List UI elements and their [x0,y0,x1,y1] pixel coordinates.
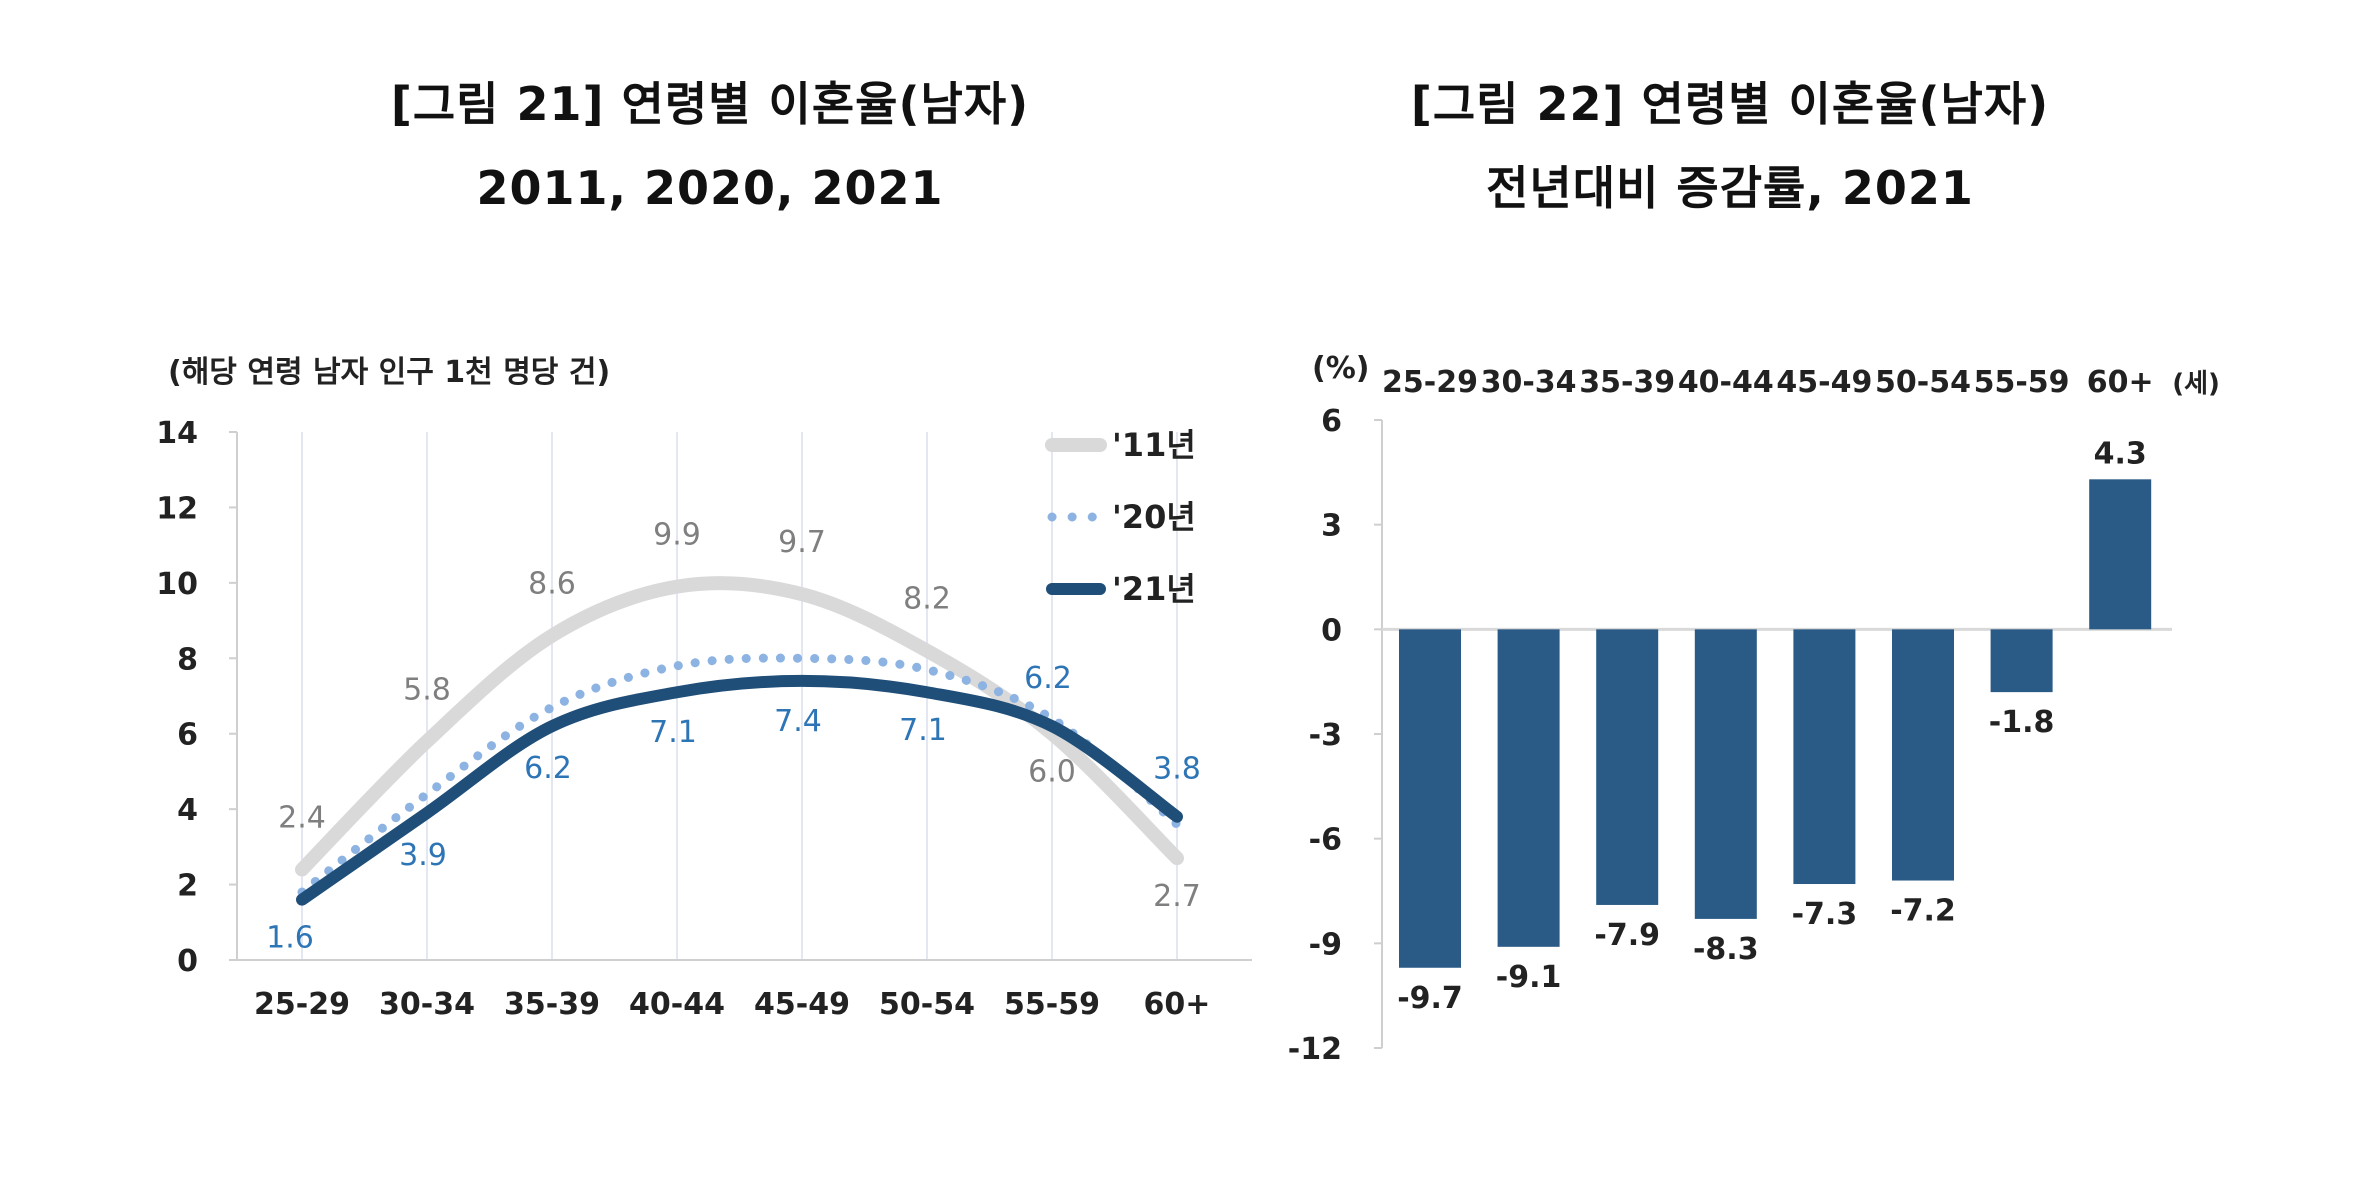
data-label-2021: 7.1 [899,713,947,748]
bar-value-label: -7.2 [1890,894,1956,929]
data-label-2011: 2.7 [1153,879,1201,914]
right-figure-title-line1: [그림 22] 연령별 이혼율(남자) [1410,77,2050,131]
bar-value-label: -9.1 [1496,960,1562,995]
legend-label-2020: '20년 [1112,498,1196,536]
bar [1793,629,1856,885]
right-figure-title-line2: 전년대비 증감률, 2021 [1486,161,1974,215]
data-label-2021: 3.8 [1153,752,1201,787]
bar-chart-y-tick-label: 0 [1321,613,1342,648]
bar-chart-category-unit: (세) [2172,369,2220,399]
data-label-2011: 9.9 [653,518,701,553]
bar-chart-category-label: 35-39 [1579,365,1675,400]
line-chart-x-tick-label: 30-34 [379,987,475,1022]
bar [1892,629,1954,881]
bar-chart-category-label: 55-59 [1974,365,2070,400]
line-chart-y-tick-label: 2 [177,869,198,904]
bar-chart-y-tick-label: -12 [1288,1032,1342,1067]
legend-label-2011: '11년 [1112,426,1196,464]
bar-chart: (%) 6 3 0 -3 -6 -9 -12 25-29 30-34 35-39 40-44 45-49… [1288,351,2220,1067]
bar-value-label: -7.9 [1594,918,1660,953]
line-chart-y-tick-label: 12 [156,491,198,526]
data-label-2021: 1.6 [266,921,314,956]
bar-chart-unit-label: (%) [1312,351,1369,386]
data-label-2011: 8.2 [903,582,951,617]
line-chart-x-tick-label: 25-29 [254,987,350,1022]
bar-chart-category-label: 50-54 [1875,365,1971,400]
bar-chart-category-label: 30-34 [1481,365,1577,400]
left-figure-title: [그림 21] 연령별 이혼율(남자) 2011, 2020, 2021 [200,62,1220,230]
bar [1596,629,1659,905]
bar-chart-category-label: 40-44 [1678,365,1774,400]
bar [2089,479,2152,630]
line-chart-legend: '11년 '20년 '21년 [1045,426,1196,608]
bar-value-label: -7.3 [1792,897,1858,932]
bar-value-label: 4.3 [2094,436,2147,471]
data-label-2021: 6.2 [524,751,572,786]
bar-chart-y-tick-label: -3 [1309,718,1342,753]
bar-chart-category-label: 60+ [2087,365,2154,400]
line-chart-x-tick-label: 40-44 [629,987,725,1022]
line-chart-y-tick-label: 8 [177,642,198,677]
bar-value-label: -1.8 [1989,705,2055,740]
data-label-2011: 5.8 [403,672,451,707]
bar [1990,629,2053,693]
data-label-2011: 2.4 [278,800,326,835]
bar-chart-category-label: 45-49 [1776,365,1872,400]
bar-chart-y-tick-label: 3 [1321,509,1342,544]
line-chart-y-tick-label: 14 [156,416,198,451]
line-chart-y-tick-label: 0 [177,944,198,979]
line-chart-x-tick-label: 55-59 [1004,987,1100,1022]
line-chart: (해당 연령 남자 인구 1천 명당 건) 0 2 4 6 8 10 12 14 25-29 30-… [156,355,1252,1022]
line-chart-unit-label: (해당 연령 남자 인구 1천 명당 건) [168,355,610,390]
data-label-2011: 8.6 [528,567,576,602]
line-chart-x-tick-label: 45-49 [754,987,850,1022]
bar [1399,629,1461,968]
legend-label-2021: '21년 [1112,570,1196,608]
bar-chart-y-tick-label: 6 [1321,404,1342,439]
bar-value-label: -8.3 [1693,932,1759,967]
line-chart-x-tick-label: 60+ [1144,987,1211,1022]
bar-value-label: -9.7 [1397,981,1463,1016]
data-label-2021: 7.4 [774,704,822,739]
line-chart-y-tick-label: 10 [156,567,198,602]
line-chart-x-tick-label: 50-54 [879,987,975,1022]
bar-chart-y-tick-label: -6 [1309,823,1342,858]
series-line-2021 [296,674,1183,906]
bar-chart-y-tick-label: -9 [1309,927,1342,962]
data-label-2021: 7.1 [649,715,697,750]
data-label-2011: 6.0 [1028,755,1076,790]
left-figure-title-line1: [그림 21] 연령별 이혼율(남자) [390,77,1030,131]
left-figure-title-line2: 2011, 2020, 2021 [476,161,944,215]
data-label-2021: 6.2 [1024,661,1072,696]
series-line-2020 [297,653,1182,897]
bar [1694,629,1757,919]
data-label-2021: 3.9 [399,838,447,873]
bar-chart-category-label: 25-29 [1382,365,1478,400]
line-chart-y-tick-label: 6 [177,718,198,753]
line-chart-x-tick-label: 35-39 [504,987,600,1022]
data-label-2011: 9.7 [778,525,826,560]
right-figure-title: [그림 22] 연령별 이혼율(남자) 전년대비 증감률, 2021 [1220,62,2240,230]
bar [1497,629,1560,947]
line-chart-y-tick-label: 4 [177,793,198,828]
